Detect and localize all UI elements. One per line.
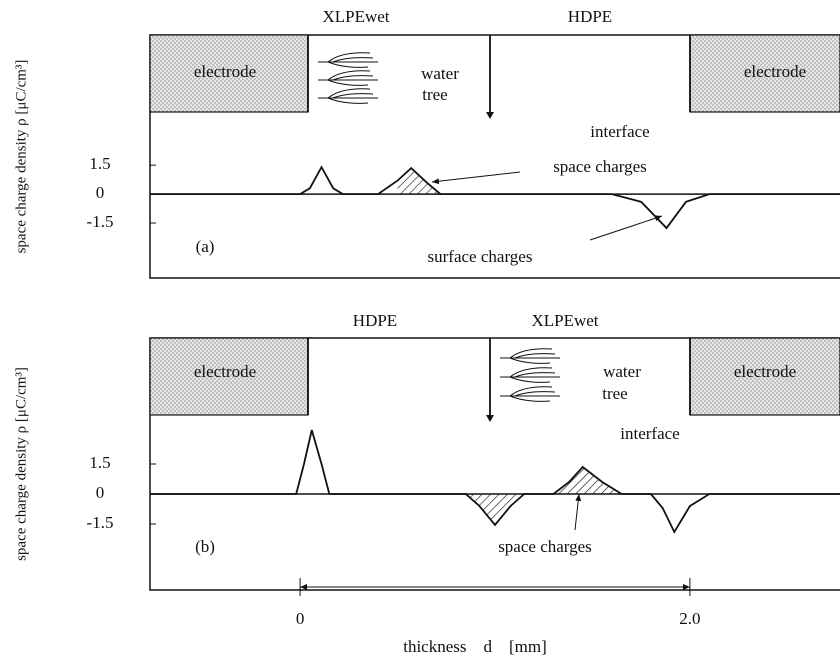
- annotation: electrode: [744, 62, 806, 81]
- water-tree: [500, 367, 560, 383]
- water-tree: [318, 52, 378, 68]
- annotation: electrode: [734, 362, 796, 381]
- interface-marker: [486, 112, 494, 119]
- y-axis-label: space charge density ρ [μC/cm³]: [13, 60, 29, 254]
- annotation: (b): [195, 537, 215, 556]
- layer-label: HDPE: [353, 311, 397, 330]
- x-tick-label: 2.0: [679, 609, 700, 628]
- annotation-arrow: [589, 215, 663, 241]
- water-tree: [500, 348, 560, 364]
- annotation: interface: [620, 424, 679, 443]
- annotation: electrode: [194, 62, 256, 81]
- charge-area: [553, 467, 622, 494]
- annotation: surface charges: [428, 247, 533, 266]
- charge-area: [465, 494, 525, 525]
- x-axis-label: thickness d [mm]: [403, 637, 547, 656]
- y-tick-label: -1.5: [87, 513, 114, 532]
- water-tree: [500, 386, 560, 402]
- annotation: space charges: [498, 537, 592, 556]
- annotation: tree: [422, 85, 447, 104]
- annotation: space charges: [553, 157, 647, 176]
- y-tick-label: 1.5: [89, 453, 110, 472]
- layer-label: XLPEwet: [531, 311, 598, 330]
- layer-label: HDPE: [568, 7, 612, 26]
- annotation-arrow: [574, 493, 582, 531]
- charge-area: [397, 168, 441, 195]
- annotation: interface: [590, 122, 649, 141]
- electrode: [149, 34, 309, 113]
- x-tick-label: 0: [296, 609, 305, 628]
- water-tree: [318, 70, 378, 86]
- annotation: electrode: [194, 362, 256, 381]
- electrode: [149, 337, 309, 416]
- layer-label: XLPEwet: [322, 7, 389, 26]
- interface-marker: [486, 415, 494, 422]
- charge-curve: [150, 429, 840, 534]
- y-tick-label: 1.5: [89, 154, 110, 173]
- panel-frame: [149, 34, 840, 279]
- y-axis-label: space charge density ρ [μC/cm³]: [13, 367, 29, 561]
- annotation: water: [603, 362, 641, 381]
- charge-curve: [150, 165, 840, 230]
- electrode: [689, 34, 840, 113]
- annotation: water: [421, 64, 459, 83]
- annotation: tree: [602, 384, 627, 403]
- water-tree: [318, 88, 378, 104]
- annotation-arrow: [431, 171, 521, 185]
- y-tick-label: 0: [96, 183, 105, 202]
- y-tick-label: 0: [96, 483, 105, 502]
- y-tick-label: -1.5: [87, 212, 114, 231]
- annotation: (a): [196, 237, 215, 256]
